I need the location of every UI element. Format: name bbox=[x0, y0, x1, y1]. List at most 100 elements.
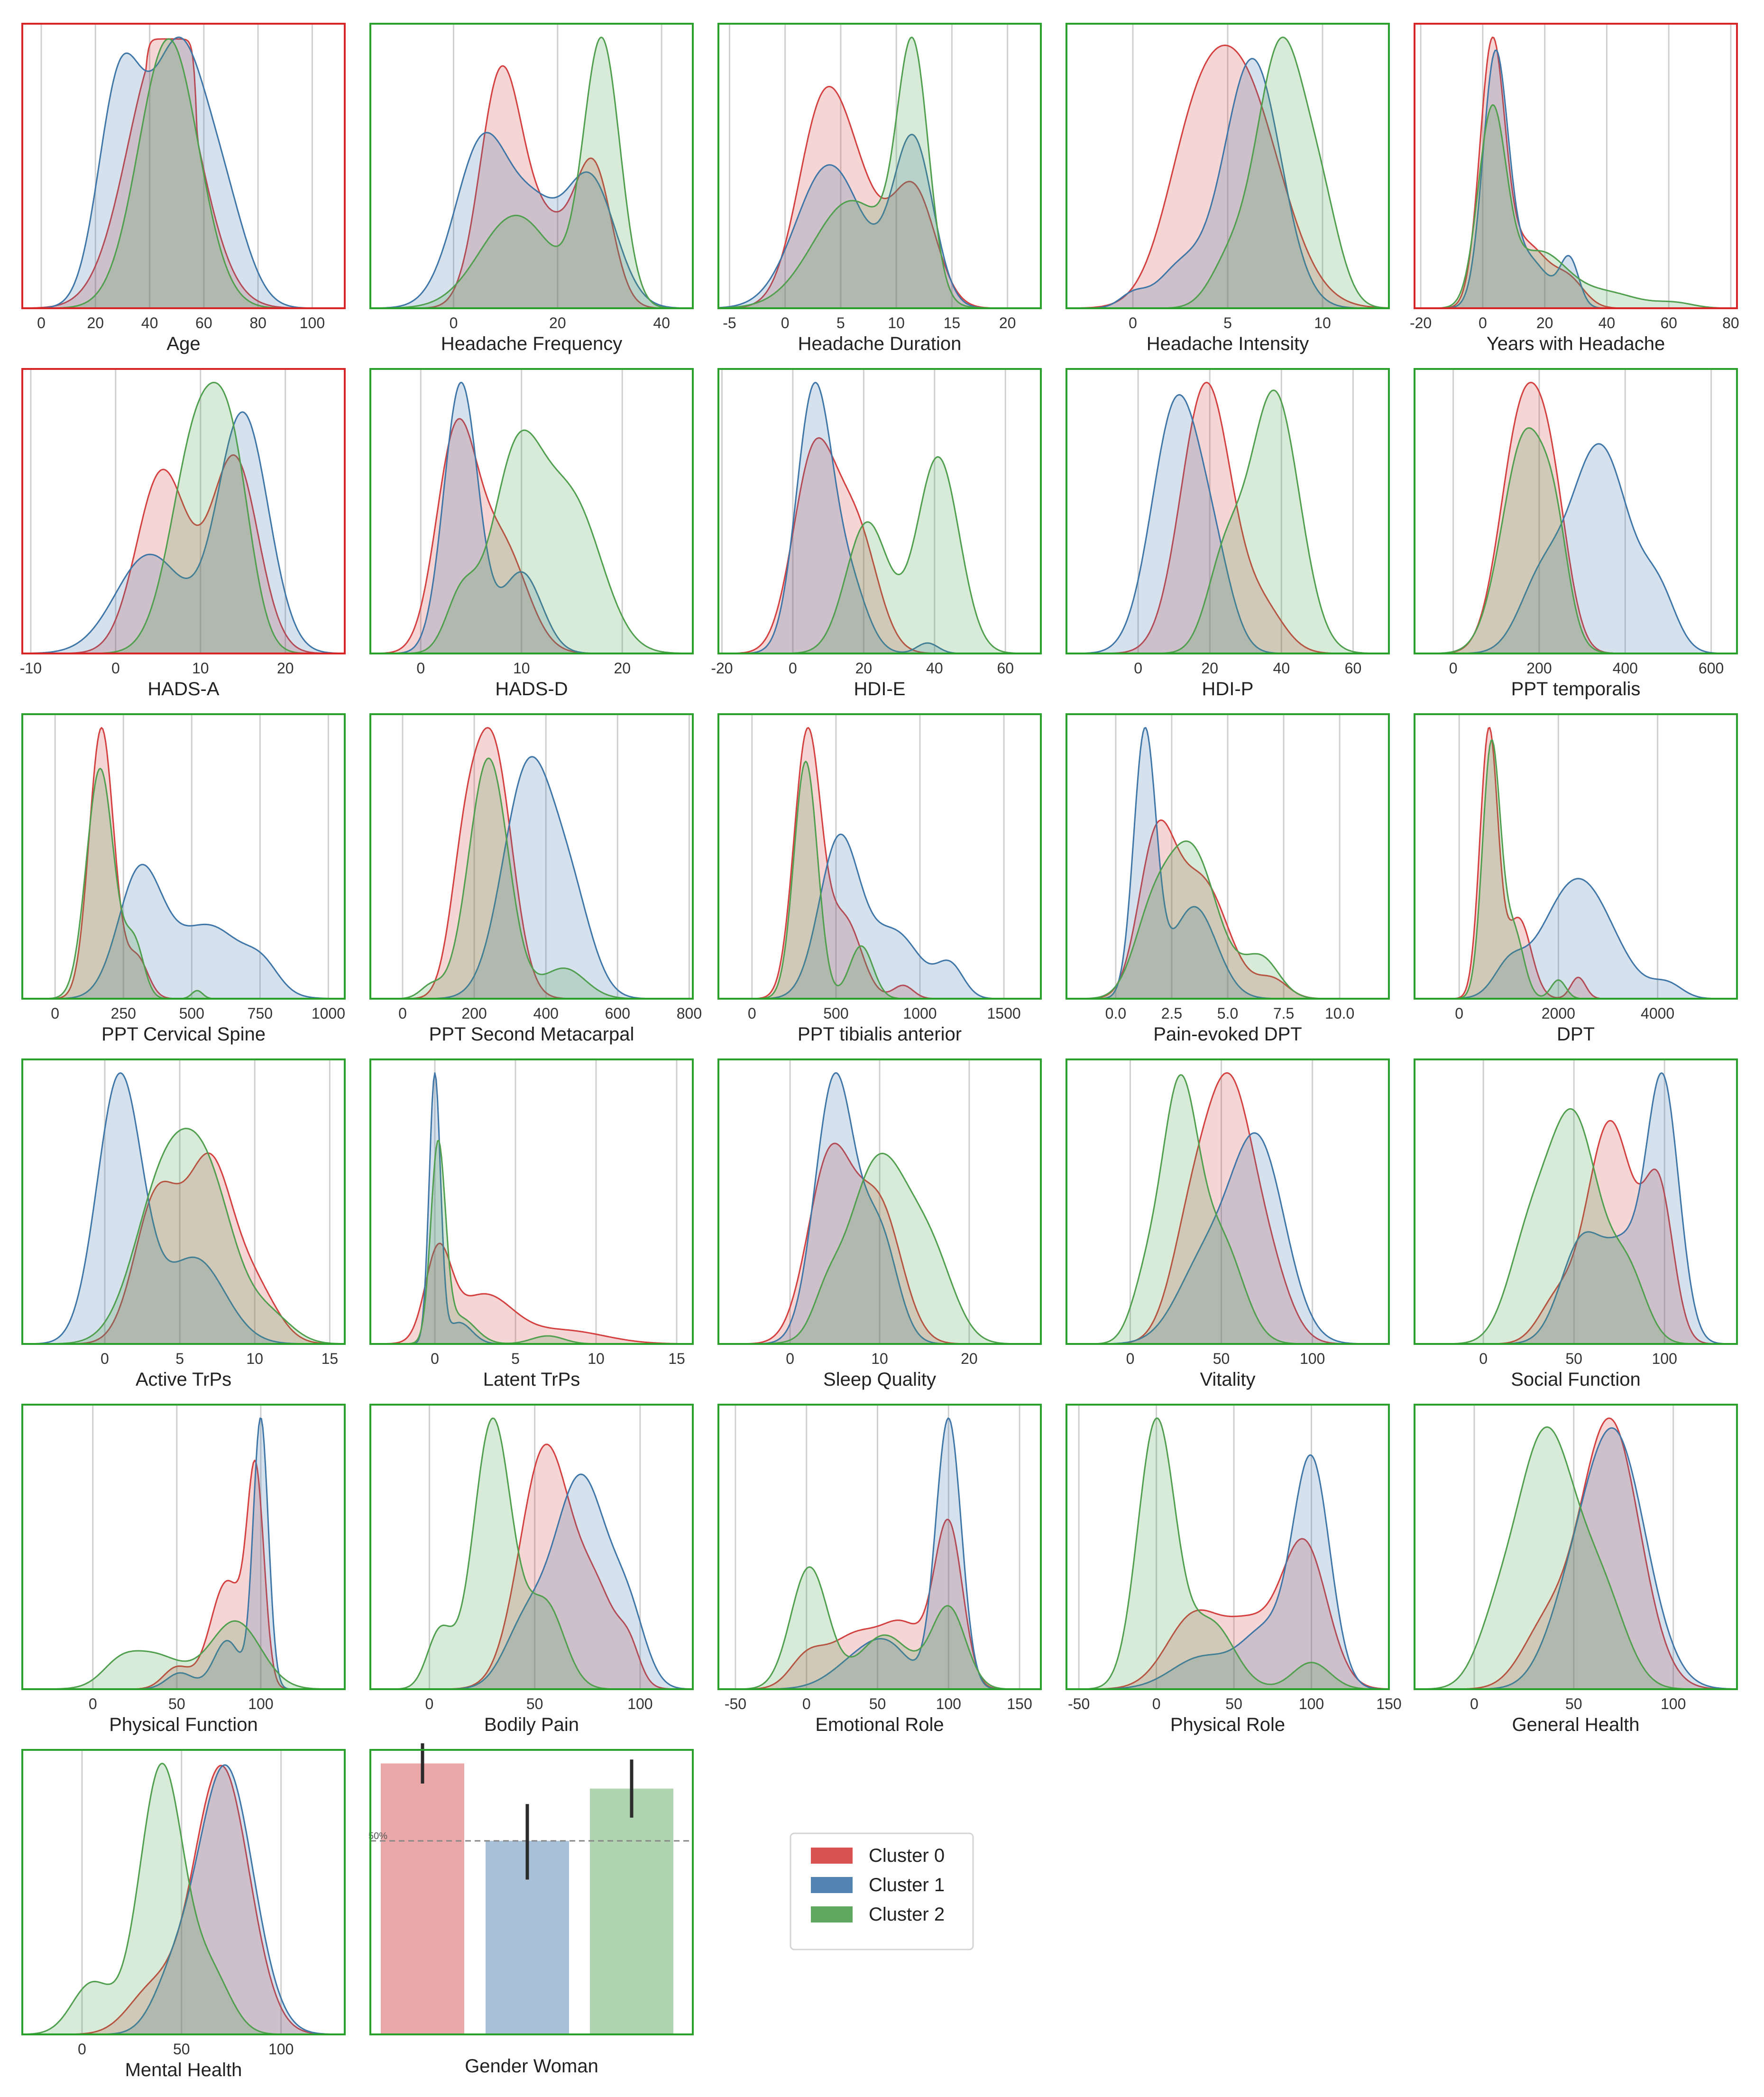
legend-swatch-cluster-0 bbox=[811, 1848, 853, 1864]
tick-label-hads-d: 20 bbox=[614, 660, 631, 677]
x-axis-label-hads-d: HADS-D bbox=[495, 679, 568, 699]
tick-label-headache-intensity: 5 bbox=[1223, 314, 1232, 331]
tick-label-hads-d: 0 bbox=[416, 660, 425, 677]
tick-label-hdi-e: -20 bbox=[711, 660, 733, 677]
kde-dpt-cluster-1 bbox=[1414, 878, 1738, 1000]
panel-frame-gender-woman bbox=[369, 1749, 694, 2035]
tick-label-headache-intensity: 10 bbox=[1314, 314, 1331, 331]
tick-label-years-with-headache: 0 bbox=[1479, 314, 1487, 331]
tick-label-ppt-cervical-spine: 250 bbox=[111, 1005, 136, 1022]
tick-label-sleep-quality: 20 bbox=[961, 1350, 978, 1367]
x-axis-label-age: Age bbox=[166, 333, 200, 354]
tick-label-physical-role: 50 bbox=[1225, 1695, 1242, 1712]
tick-label-latent-trps: 0 bbox=[431, 1350, 439, 1367]
kde-emotional-role-cluster-0 bbox=[717, 1518, 1042, 1690]
kde-general-health-cluster-2 bbox=[1414, 1426, 1738, 1690]
kde-mental-health-cluster-2 bbox=[21, 1763, 346, 2035]
legend: Cluster 0 Cluster 1 Cluster 2 bbox=[790, 1832, 974, 1950]
tick-label-headache-duration: 10 bbox=[888, 314, 905, 331]
panel-vitality: 0 50 100 Vitality bbox=[1066, 1058, 1390, 1390]
tick-label-hads-a: 20 bbox=[277, 660, 294, 677]
tick-label-headache-frequency: 0 bbox=[450, 314, 458, 331]
panel-ppt-cervical-spine: 0 250 500 750 1000 PPT Cervical Spine bbox=[21, 713, 346, 1045]
x-axis-label-dpt: DPT bbox=[1557, 1024, 1595, 1045]
tick-label-vitality: 100 bbox=[1300, 1350, 1325, 1367]
x-axis-label-hdi-e: HDI-E bbox=[854, 679, 906, 699]
x-axis-label-pain-evoked-dpt: Pain-evoked DPT bbox=[1153, 1024, 1302, 1045]
tick-label-hdi-p: 20 bbox=[1201, 660, 1218, 677]
kde-latent-trps-cluster-0 bbox=[369, 1242, 694, 1345]
panel-emotional-role: -50 0 50 100 150 Emotional Role bbox=[717, 1404, 1042, 1735]
tick-label-bodily-pain: 0 bbox=[425, 1695, 434, 1712]
panel-sleep-quality: 0 10 20 Sleep Quality bbox=[717, 1058, 1042, 1390]
tick-label-emotional-role: 100 bbox=[936, 1695, 961, 1712]
panel-latent-trps: 0 5 10 15 Latent TrPs bbox=[369, 1058, 694, 1390]
kde-hads-a-cluster-2 bbox=[21, 382, 346, 654]
panel-frame-active-trps bbox=[21, 1058, 346, 1345]
tick-label-vitality: 50 bbox=[1213, 1350, 1230, 1367]
tick-label-years-with-headache: 20 bbox=[1536, 314, 1553, 331]
panel-dpt: 0 2000 4000 DPT bbox=[1414, 713, 1738, 1045]
tick-label-social-function: 100 bbox=[1652, 1350, 1677, 1367]
tick-label-dpt: 2000 bbox=[1542, 1005, 1575, 1022]
tick-label-pain-evoked-dpt: 2.5 bbox=[1161, 1005, 1182, 1022]
x-axis-label-years-with-headache: Years with Headache bbox=[1487, 333, 1665, 354]
kde-hads-a-cluster-1 bbox=[21, 411, 346, 654]
tick-label-latent-trps: 15 bbox=[668, 1350, 685, 1367]
tick-label-hdi-e: 20 bbox=[855, 660, 873, 677]
panel-frame-social-function bbox=[1414, 1058, 1738, 1345]
x-axis-label-vitality: Vitality bbox=[1200, 1369, 1255, 1390]
tick-label-hdi-e: 40 bbox=[926, 660, 943, 677]
legend-swatch-cluster-2 bbox=[811, 1906, 853, 1922]
x-axis-label-general-health: General Health bbox=[1512, 1714, 1639, 1735]
tick-label-ppt-second-metacarpal: 800 bbox=[677, 1005, 702, 1022]
x-axis-label-physical-function: Physical Function bbox=[109, 1714, 257, 1735]
panel-physical-function: 0 50 100 Physical Function bbox=[21, 1404, 346, 1735]
tick-label-active-trps: 10 bbox=[246, 1350, 263, 1367]
tick-label-ppt-cervical-spine: 1000 bbox=[312, 1005, 345, 1022]
panel-age: 0 20 40 60 80 100 Age bbox=[21, 23, 346, 354]
tick-label-ppt-tibialis-anterior: 1500 bbox=[987, 1005, 1020, 1022]
bar-cluster-0 bbox=[381, 1763, 464, 2034]
kde-physical-function-cluster-0 bbox=[21, 1459, 346, 1690]
tick-label-mental-health: 0 bbox=[78, 2041, 86, 2058]
kde-headache-duration-cluster-2 bbox=[717, 37, 1042, 309]
tick-label-mental-health: 50 bbox=[173, 2041, 190, 2058]
tick-label-social-function: 50 bbox=[1565, 1350, 1582, 1367]
panel-frame-emotional-role bbox=[717, 1404, 1042, 1690]
panel-hdi-e: -20 0 20 40 60 HDI-E bbox=[711, 368, 1042, 699]
tick-label-ppt-cervical-spine: 0 bbox=[51, 1005, 59, 1022]
x-axis-label-ppt-tibialis-anterior: PPT tibialis anterior bbox=[798, 1024, 962, 1045]
tick-label-years-with-headache: 80 bbox=[1722, 314, 1739, 331]
tick-label-pain-evoked-dpt: 10.0 bbox=[1325, 1005, 1354, 1022]
tick-label-emotional-role: 150 bbox=[1007, 1695, 1032, 1712]
tick-label-pain-evoked-dpt: 7.5 bbox=[1273, 1005, 1294, 1022]
tick-label-general-health: 100 bbox=[1661, 1695, 1686, 1712]
tick-label-age: 100 bbox=[300, 314, 325, 331]
tick-label-headache-duration: 0 bbox=[781, 314, 790, 331]
tick-label-social-function: 0 bbox=[1479, 1350, 1488, 1367]
tick-label-headache-intensity: 0 bbox=[1129, 314, 1137, 331]
tick-label-ppt-second-metacarpal: 0 bbox=[398, 1005, 407, 1022]
panel-frame-general-health bbox=[1414, 1404, 1738, 1690]
tick-label-hads-a: 0 bbox=[111, 660, 120, 677]
x-axis-label-active-trps: Active TrPs bbox=[136, 1369, 231, 1390]
panel-mental-health: 0 50 100 Mental Health bbox=[21, 1749, 346, 2080]
tick-label-general-health: 50 bbox=[1565, 1695, 1582, 1712]
tick-label-hads-a: 10 bbox=[192, 660, 209, 677]
tick-label-bodily-pain: 50 bbox=[526, 1695, 543, 1712]
tick-label-headache-duration: 15 bbox=[944, 314, 961, 331]
tick-label-headache-duration: 20 bbox=[999, 314, 1016, 331]
panel-frame-latent-trps bbox=[369, 1058, 694, 1345]
tick-label-ppt-second-metacarpal: 400 bbox=[533, 1005, 559, 1022]
x-axis-label-physical-role: Physical Role bbox=[1170, 1714, 1285, 1735]
panel-frame-headache-frequency bbox=[369, 23, 694, 309]
tick-label-physical-role: 100 bbox=[1299, 1695, 1324, 1712]
tick-label-hdi-e: 0 bbox=[789, 660, 797, 677]
panel-active-trps: 0 5 10 15 Active TrPs bbox=[21, 1058, 346, 1390]
kde-ppt-cervical-spine-cluster-1 bbox=[21, 864, 346, 1000]
tick-label-physical-role: -50 bbox=[1068, 1695, 1090, 1712]
tick-label-pain-evoked-dpt: 0.0 bbox=[1105, 1005, 1126, 1022]
tick-label-age: 20 bbox=[87, 314, 104, 331]
x-axis-label-gender-woman: Gender Woman bbox=[465, 2056, 598, 2077]
